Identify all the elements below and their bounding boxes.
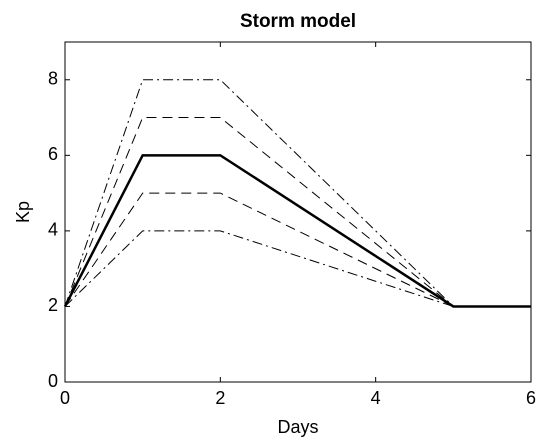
chart-title: Storm model <box>240 11 356 32</box>
y-tick-label: 6 <box>48 144 58 164</box>
series-line <box>64 192 454 307</box>
x-tick-label: 6 <box>526 388 536 408</box>
series-line <box>63 154 531 308</box>
series-line <box>64 117 454 307</box>
x-tick-label: 0 <box>60 388 70 408</box>
y-tick-label: 8 <box>48 69 58 89</box>
x-axis-label: Days <box>277 417 318 437</box>
y-tick-label: 4 <box>48 220 58 240</box>
y-tick-label: 2 <box>48 295 58 315</box>
x-tick-label: 2 <box>215 388 225 408</box>
y-axis-label: Kp <box>13 201 33 223</box>
series-line <box>64 230 454 307</box>
x-tick-label: 4 <box>371 388 381 408</box>
plot-frame <box>64 41 532 383</box>
y-tick-label: 0 <box>48 371 58 391</box>
